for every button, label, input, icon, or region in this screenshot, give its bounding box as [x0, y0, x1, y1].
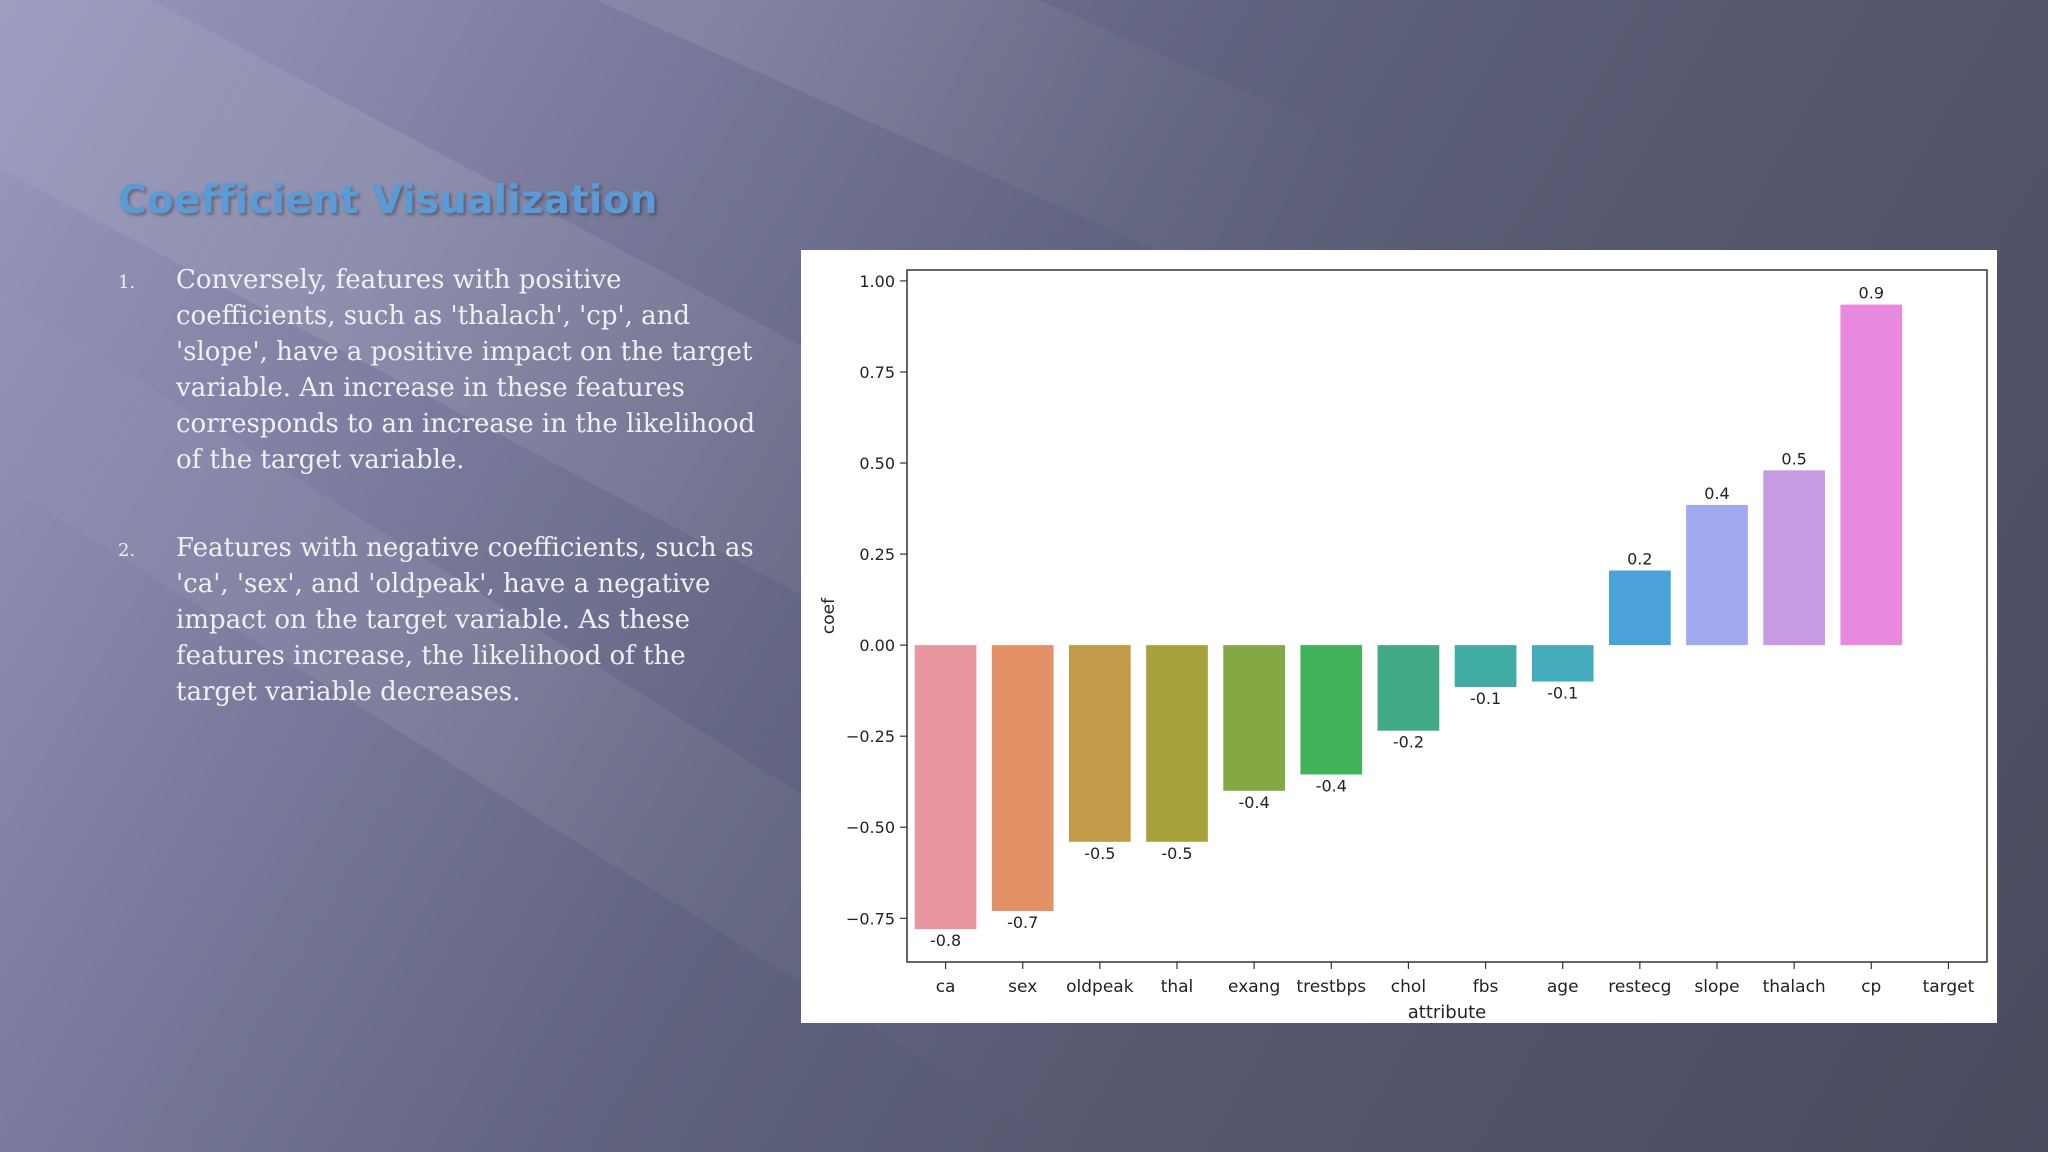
bar-oldpeak	[1069, 645, 1131, 842]
data-label-restecg: 0.2	[1627, 549, 1652, 568]
data-label-thalach: 0.5	[1781, 449, 1806, 468]
bar-chol	[1377, 645, 1440, 731]
x-tick-label-slope: slope	[1694, 977, 1739, 997]
data-label-trestbps: -0.4	[1316, 776, 1347, 795]
coefficient-chart: -0.8 -0.7 -0.5 -0.5 -0.4 -0.4 -0.2 -0.1 -0.1 0.2 0…	[801, 250, 1997, 1023]
x-tick-label-trestbps: trestbps	[1296, 977, 1366, 997]
x-tick-label-sex: sex	[1008, 977, 1037, 997]
data-label-age: -0.1	[1547, 684, 1578, 703]
list-item-number: 1.	[118, 272, 136, 293]
y-tick-label: −0.50	[846, 818, 895, 837]
bar-restecg	[1609, 570, 1671, 646]
bullet-list: 1. Conversely, features with positive co…	[118, 262, 773, 762]
y-tick-label: 0.75	[859, 363, 895, 382]
data-label-exang: -0.4	[1239, 793, 1270, 812]
y-tick-label: 0.50	[859, 454, 895, 473]
y-axis-label: coef	[819, 597, 839, 634]
list-item-number: 2.	[118, 540, 136, 561]
bars-layer	[914, 304, 1903, 930]
bar-cp	[1840, 304, 1903, 646]
bar-slope	[1686, 504, 1748, 646]
list-item: 1. Conversely, features with positive co…	[118, 262, 773, 478]
bar-chart-svg: -0.8 -0.7 -0.5 -0.5 -0.4 -0.4 -0.2 -0.1 -0.1 0.2 0…	[819, 269, 1988, 1023]
x-tick-label-thal: thal	[1161, 977, 1194, 997]
data-label-ca: -0.8	[930, 931, 961, 950]
data-label-thal: -0.5	[1161, 844, 1192, 863]
list-item: 2. Features with negative coefficients, …	[118, 530, 773, 710]
x-tick-label-fbs: fbs	[1473, 977, 1499, 997]
bar-fbs	[1454, 645, 1517, 688]
y-tick-label: −0.75	[846, 909, 895, 928]
plot-frame	[906, 269, 1988, 963]
x-tick-label-chol: chol	[1391, 977, 1426, 997]
x-tick-label-target: target	[1923, 977, 1975, 997]
x-tick-label-cp: cp	[1861, 977, 1881, 997]
x-tick-label-exang: exang	[1228, 977, 1280, 997]
list-item-text: Conversely, features with positive coeff…	[176, 265, 756, 475]
x-axis-label: attribute	[1408, 1002, 1487, 1023]
data-label-cp: 0.9	[1859, 284, 1884, 303]
list-item-text: Features with negative coefficients, suc…	[176, 533, 754, 707]
x-tick-label-ca: ca	[936, 977, 956, 997]
x-tick-label-thalach: thalach	[1763, 977, 1826, 997]
x-tick-label-age: age	[1547, 977, 1579, 997]
x-tick-label-restecg: restecg	[1608, 977, 1671, 997]
y-axis: −0.75 −0.50 −0.25 0.00 0.25 0.50 0.75 1.00	[846, 272, 907, 928]
data-label-sex: -0.7	[1007, 913, 1038, 932]
data-label-chol: -0.2	[1393, 733, 1424, 752]
bar-exang	[1223, 645, 1285, 791]
y-tick-label: 1.00	[859, 272, 895, 291]
y-tick-label: −0.25	[846, 727, 895, 746]
bar-thal	[1146, 645, 1208, 842]
bar-thalach	[1763, 470, 1825, 646]
x-axis: ca sex oldpeak thal exang trestbps chol fbs age r…	[936, 962, 1975, 997]
bar-sex	[991, 645, 1054, 912]
bar-trestbps	[1300, 645, 1363, 775]
bar-ca	[914, 645, 977, 930]
data-labels-layer: -0.8 -0.7 -0.5 -0.5 -0.4 -0.4 -0.2 -0.1 -0.1 0.2 0…	[930, 284, 1884, 951]
x-tick-label-oldpeak: oldpeak	[1066, 977, 1134, 997]
y-tick-label: 0.00	[859, 636, 895, 655]
data-label-oldpeak: -0.5	[1084, 844, 1115, 863]
slide-title: Coefficient Visualization	[118, 178, 658, 223]
bar-age	[1531, 645, 1594, 682]
data-label-slope: 0.4	[1704, 484, 1729, 503]
y-tick-label: 0.25	[859, 545, 895, 564]
data-label-fbs: -0.1	[1470, 689, 1501, 708]
